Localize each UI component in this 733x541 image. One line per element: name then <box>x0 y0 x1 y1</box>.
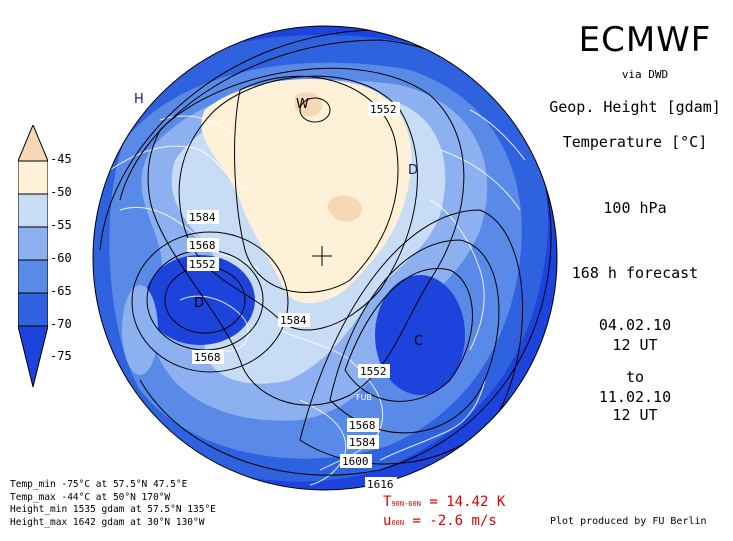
colorbar-seg-1 <box>18 160 48 195</box>
credit-label: Plot produced by FU Berlin <box>550 516 707 527</box>
pressure-level: 100 hPa <box>603 199 667 217</box>
legend-label-45: -45 <box>50 152 72 166</box>
cold-core-east <box>375 275 465 395</box>
contour-label-1568-southwest: 1568 <box>194 351 221 364</box>
u-index-value: = -2.6 m/s <box>412 513 497 529</box>
contour-label-1584-west: 1584 <box>189 211 216 224</box>
model-title: ECMWF <box>578 20 712 60</box>
contour-label-1600-south: 1600 <box>342 455 369 468</box>
valid-date: 11.02.10 <box>598 388 672 406</box>
colorbar-seg-3 <box>18 226 48 261</box>
station-marker-fub: FUB <box>356 393 372 402</box>
colorbar-top-arrow <box>18 125 48 162</box>
warm-marker-north: W <box>296 97 309 112</box>
init-time: 12 UT <box>612 336 658 354</box>
contour-label-1584-center: 1584 <box>280 314 307 327</box>
wind-index: u60N = -2.6 m/s <box>383 513 497 529</box>
band-minus50 <box>201 78 412 304</box>
cold-marker-east: C <box>414 334 423 349</box>
stat-temp-min: Temp_min -75°C at 57.5°N 47.5°E <box>10 479 188 490</box>
stat-height-max: Height_max 1642 gdam at 30°N 130°W <box>10 516 205 528</box>
colorbar-seg-5 <box>18 292 48 327</box>
colorbar-seg-4 <box>18 259 48 294</box>
contour-label-1616-south: 1616 <box>367 478 394 491</box>
colorbar-seg-2 <box>18 193 48 228</box>
contour-label-1552-east: 1552 <box>360 365 387 378</box>
contour-label-1568-west: 1568 <box>189 239 216 252</box>
stat-height-min: Height_min 1535 gdam at 57.5°N 135°E <box>10 504 216 515</box>
cold-core-west <box>145 255 255 345</box>
stat-temp-max: Temp_max -44°C at 50°N 170°W <box>10 491 171 503</box>
contour-label-1552-west: 1552 <box>189 258 216 271</box>
legend-label-60: -60 <box>50 251 72 265</box>
forecast-horizon: 168 h forecast <box>571 264 699 282</box>
source-label: via DWD <box>621 68 669 81</box>
map-border <box>92 25 558 491</box>
parameter-height: Geop. Height [gdam] <box>549 98 721 116</box>
to-label: to <box>625 368 645 386</box>
stats-block: Temp_min -75°C at 57.5°N 47.5°E Temp_max… <box>10 479 216 529</box>
t-index-value: = 14.42 K <box>429 494 506 510</box>
contour-label-group: 1552 1584 1568 1552 1584 1568 1552 1568 … <box>187 102 400 491</box>
legend-label-50: -50 <box>50 185 72 199</box>
parameter-temperature: Temperature [°C] <box>562 133 708 151</box>
contour-label-1568-south: 1568 <box>349 419 376 432</box>
contour-label-1584-south: 1584 <box>349 436 376 449</box>
legend-label-55: -55 <box>50 218 72 232</box>
temperature-index: T90N-60N = 14.42 K <box>383 494 505 510</box>
valid-time: 12 UT <box>612 406 658 424</box>
u-index-symbol: u <box>383 513 392 529</box>
low-marker-northeast: D <box>408 163 418 178</box>
low-marker-west: D <box>194 296 204 311</box>
high-marker-northwest: H <box>134 92 144 107</box>
legend-label-75: -75 <box>50 349 72 363</box>
colorbar-bottom-arrow <box>18 325 48 388</box>
contour-label-1552-north: 1552 <box>370 103 397 116</box>
legend-label-65: -65 <box>50 284 72 298</box>
temperature-colorbar <box>18 125 48 388</box>
u-index-subscript: 60N <box>391 519 405 527</box>
warm-patch-nw <box>122 285 158 375</box>
t-index-subscript: 90N-60N <box>391 500 421 508</box>
legend-label-70: -70 <box>50 317 72 331</box>
t-index-symbol: T <box>383 494 392 510</box>
init-date: 04.02.10 <box>598 316 672 334</box>
